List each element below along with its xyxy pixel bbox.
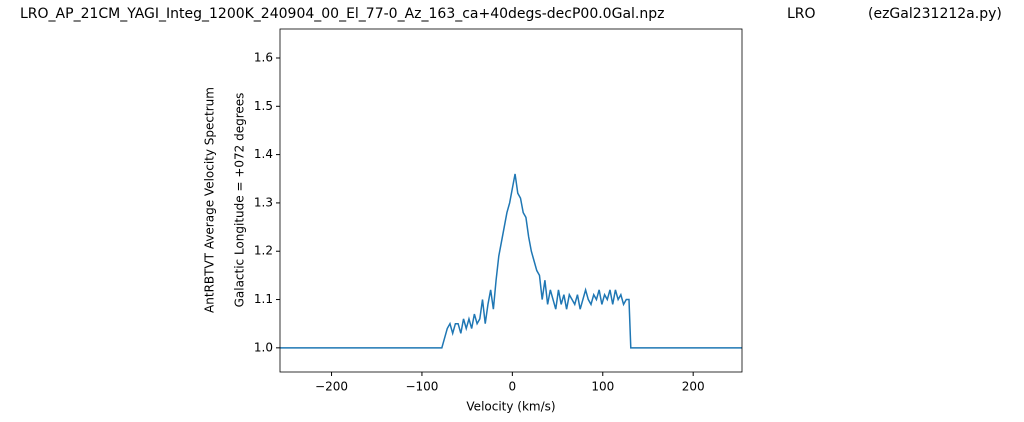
- y-axis-label: Galactic Longitude = +072 degrees: [233, 93, 247, 308]
- x-tick-label: −100: [405, 380, 438, 394]
- x-tick-label: 0: [509, 380, 517, 394]
- y-tick-label: 1.6: [254, 50, 273, 64]
- y-tick-label: 1.3: [254, 195, 273, 209]
- y-tick-label: 1.4: [254, 147, 273, 161]
- chart-title: (ezGal231212a.py): [868, 6, 1002, 22]
- y-tick-label: 1.0: [254, 340, 273, 354]
- x-tick-label: 200: [682, 380, 705, 394]
- plot-frame: [279, 28, 743, 373]
- y-tick-label: 1.1: [254, 292, 273, 306]
- x-tick-label: 100: [591, 380, 614, 394]
- x-axis-label: Velocity (km/s): [466, 400, 555, 414]
- chart-title: LRO_AP_21CM_YAGI_Integ_1200K_240904_00_E…: [20, 6, 664, 22]
- chart-title: LRO: [787, 6, 816, 22]
- line: [280, 173, 742, 349]
- y-tick-label: 1.2: [254, 244, 273, 258]
- y-tick-label: 1.5: [254, 99, 273, 113]
- y-axis-label: AntRBTVT Average Velocity Spectrum: [203, 87, 217, 313]
- x-tick-label: −200: [315, 380, 348, 394]
